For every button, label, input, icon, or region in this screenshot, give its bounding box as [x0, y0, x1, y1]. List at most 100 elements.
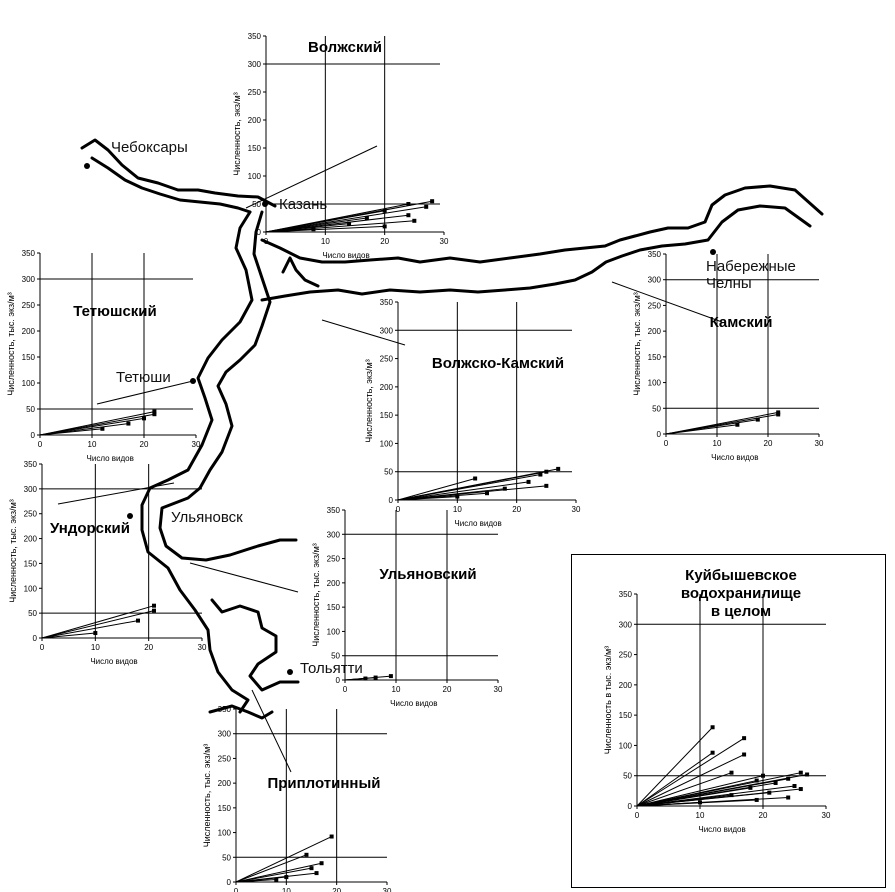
chart-title: Тетюшский	[73, 303, 157, 320]
x-tick-label: 20	[380, 237, 389, 246]
series-line	[235, 862, 322, 883]
series-line	[397, 496, 458, 501]
chart-volzhsky: 0 50 100 150 200 250 300 350 0 10 20 30 Число видов Ч…	[232, 32, 449, 260]
y-tick-label: 350	[380, 298, 394, 307]
data-point	[786, 795, 791, 800]
x-tick-label: 0	[38, 440, 43, 449]
city-tetyushi: Тетюши	[116, 369, 171, 386]
y-tick-label: 200	[22, 327, 36, 336]
y-tick-label: 300	[22, 275, 36, 284]
data-point	[729, 770, 734, 775]
city-cheboksary: Чебоксары	[111, 139, 188, 156]
city-ulyanovsk: Ульяновск	[171, 509, 243, 526]
data-point	[406, 202, 411, 206]
x-axis-label: Число видов	[698, 825, 745, 834]
data-point	[311, 227, 316, 232]
x-axis-label: Число видов	[390, 699, 437, 708]
y-tick-label: 350	[22, 249, 36, 258]
y-tick-label: 200	[24, 535, 38, 544]
y-tick-label: 100	[248, 172, 262, 181]
y-tick-label: 300	[24, 485, 38, 494]
series-line	[265, 210, 385, 233]
chart-volzhsko_kamsky: 0 50 100 150 200 250 300 350 0 10 20 30 Число видов Ч…	[364, 298, 581, 528]
y-tick-label: 50	[222, 853, 231, 862]
y-tick-label: 100	[648, 379, 662, 388]
y-tick-label: 50	[623, 772, 632, 781]
data-point	[347, 221, 352, 226]
kama-tributary	[281, 256, 320, 288]
y-tick-label: 300	[248, 60, 262, 69]
y-tick-label: 200	[327, 579, 341, 588]
x-tick-label: 0	[40, 643, 45, 652]
x-tick-label: 20	[764, 439, 773, 448]
x-tick-label: 30	[198, 643, 207, 652]
x-tick-label: 10	[321, 237, 330, 246]
x-tick-label: 30	[440, 237, 449, 246]
y-axis-label: Численность в тыс. экз/м³	[603, 646, 613, 754]
y-tick-label: 300	[648, 276, 662, 285]
chart-kamsky: 0 50 100 150 200 250 300 350 0 10 20 30 Число видов Ч…	[632, 250, 824, 462]
y-tick-label: 250	[22, 301, 36, 310]
data-point	[309, 866, 314, 871]
y-tick-label: 150	[619, 711, 633, 720]
y-tick-label: 50	[652, 404, 661, 413]
data-point	[329, 834, 334, 839]
data-point	[798, 770, 803, 775]
y-tick-label: 50	[26, 405, 35, 414]
river-bank-south-east	[210, 598, 300, 692]
chart-title: Ульяновский	[379, 566, 476, 583]
x-tick-label: 10	[88, 440, 97, 449]
series-line	[636, 754, 745, 807]
x-tick-label: 20	[512, 505, 521, 514]
city-dot-ulyanovsk	[127, 513, 133, 519]
data-point	[544, 469, 549, 474]
data-point	[698, 800, 702, 805]
data-point	[284, 875, 289, 880]
chart-title: Волжский	[308, 39, 382, 56]
data-point	[798, 787, 803, 792]
chart-title: Куйбышевское	[685, 567, 797, 584]
series-line	[636, 737, 745, 807]
city-dot-tolyatti	[287, 669, 293, 675]
y-tick-label: 0	[257, 228, 262, 237]
series-line	[636, 775, 764, 807]
series-line	[636, 780, 757, 807]
data-point	[314, 871, 319, 876]
y-tick-label: 0	[336, 676, 341, 685]
y-tick-label: 300	[380, 326, 394, 335]
x-axis-label: Число видов	[322, 251, 369, 260]
x-tick-label: 0	[234, 887, 239, 892]
chart-title: Приплотинный	[267, 775, 380, 792]
data-point	[502, 486, 507, 491]
series-line	[41, 610, 155, 639]
data-point	[485, 491, 489, 496]
city-tolyatti: Тольятти	[300, 660, 363, 677]
data-point	[526, 479, 531, 484]
data-point	[142, 416, 146, 421]
data-point	[274, 877, 279, 882]
data-point	[319, 861, 324, 866]
data-point	[710, 750, 715, 755]
x-tick-label: 20	[140, 440, 149, 449]
x-tick-label: 10	[91, 643, 100, 652]
x-tick-label: 20	[144, 643, 153, 652]
data-point	[364, 216, 369, 220]
x-tick-label: 0	[396, 505, 401, 514]
x-tick-label: 30	[494, 685, 503, 694]
data-point	[126, 421, 131, 426]
series-line	[397, 488, 505, 501]
y-tick-label: 250	[327, 555, 341, 564]
x-tick-label: 30	[822, 811, 831, 820]
data-point	[755, 417, 760, 422]
y-axis-label: Численность, тыс. экз/м³	[202, 744, 212, 848]
data-point	[748, 785, 753, 790]
data-point	[792, 784, 797, 789]
x-tick-label: 0	[264, 237, 269, 246]
y-tick-label: 350	[327, 506, 341, 515]
total-chart-frame	[571, 554, 886, 888]
y-tick-label: 0	[227, 878, 232, 887]
series-line	[636, 752, 713, 807]
y-tick-label: 100	[218, 829, 232, 838]
x-tick-label: 0	[343, 685, 348, 694]
y-tick-label: 150	[22, 353, 36, 362]
